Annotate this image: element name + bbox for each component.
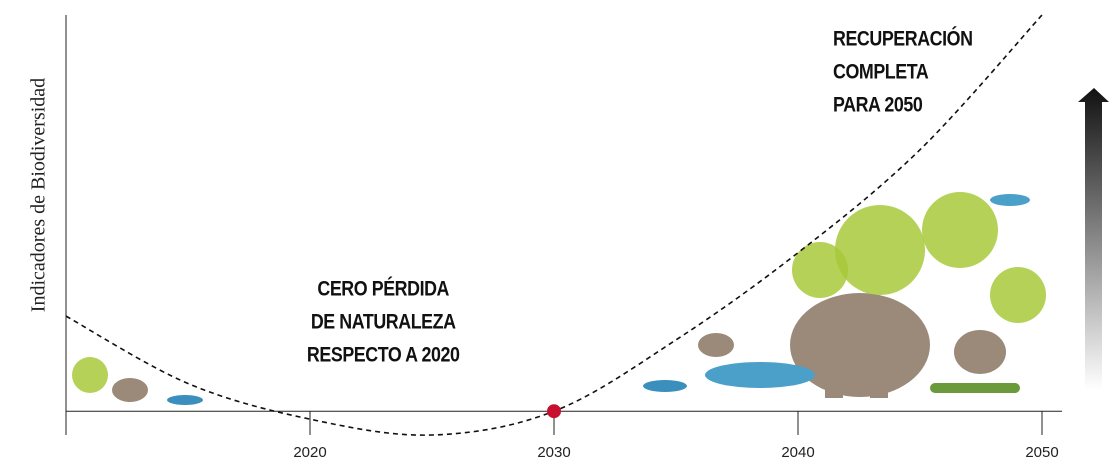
annotation: RECUPERACIÓN xyxy=(833,25,973,51)
annotation: CERO PÉRDIDA xyxy=(317,276,449,301)
annotation: COMPLETA xyxy=(833,60,929,84)
annotation: PARA 2050 xyxy=(833,93,923,117)
gradient-arrow xyxy=(1078,88,1109,390)
annotation: RESPECTO A 2020 xyxy=(307,343,460,367)
annotation: DE NATURALEZA xyxy=(311,310,456,334)
x-tick-label: 2050 xyxy=(1025,444,1058,461)
y-axis-label: Indicadores de Biodiversidad xyxy=(28,78,50,312)
curve xyxy=(65,14,1043,436)
x-tick-label: 2040 xyxy=(781,444,814,461)
x-tick-label: 2030 xyxy=(537,444,570,461)
x-tick-label: 2020 xyxy=(293,444,326,461)
wildlife-illustration xyxy=(72,192,1046,405)
highlight-point xyxy=(547,404,561,419)
